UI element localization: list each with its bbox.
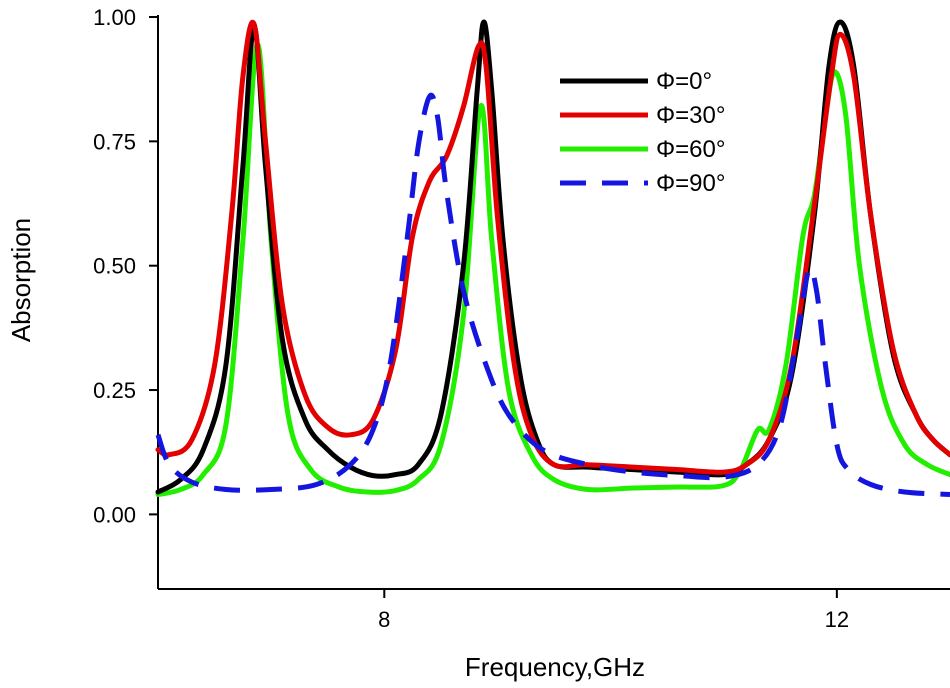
x-axis-title: Frequency,GHz — [465, 652, 645, 682]
y-tick-label: 0.75 — [93, 129, 136, 154]
legend-label-1: Φ=30° — [656, 102, 725, 129]
legend-label-2: Φ=60° — [656, 136, 725, 163]
axes: 0.00 0.25 0.50 0.75 1.00 8 12 — [93, 5, 950, 632]
x-tick-label: 12 — [825, 607, 849, 632]
x-tick-label: 8 — [378, 607, 390, 632]
series-line-3 — [155, 92, 950, 497]
y-axis-title: Absorption — [6, 218, 36, 342]
legend: Φ=0° Φ=30° Φ=60° Φ=90° — [560, 68, 725, 197]
y-tick-label: 1.00 — [93, 5, 136, 30]
y-tick-label: 0.50 — [93, 254, 136, 279]
series-line-1 — [155, 19, 950, 475]
plot-series — [155, 19, 950, 497]
y-tick-label: 0.00 — [93, 502, 136, 527]
legend-label-0: Φ=0° — [656, 68, 712, 95]
legend-label-3: Φ=90° — [656, 170, 725, 197]
y-tick-label: 0.25 — [93, 378, 136, 403]
